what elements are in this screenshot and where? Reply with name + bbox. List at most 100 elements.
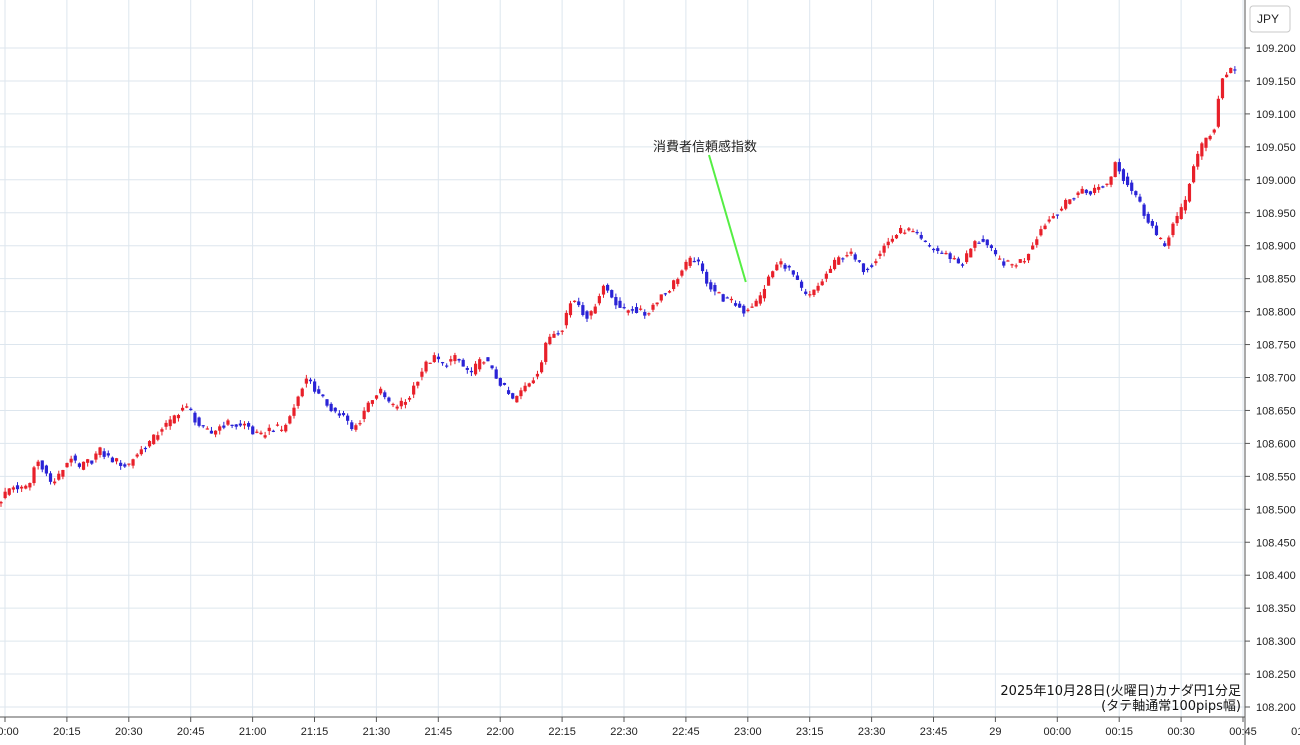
candle-body <box>828 268 833 273</box>
candle-body <box>65 462 69 468</box>
candle-body <box>845 255 849 257</box>
y-tick-label: 108.800 <box>1256 307 1296 319</box>
x-tick-label: 20:30 <box>115 726 143 738</box>
candle-body <box>1035 239 1039 245</box>
candle-body <box>317 389 321 394</box>
y-tick-label: 108.350 <box>1256 603 1296 615</box>
candle-body <box>461 359 465 367</box>
candle-body <box>1051 216 1055 219</box>
candle-body <box>164 422 168 427</box>
x-tick-label: 23:30 <box>858 726 886 738</box>
candle-body <box>977 242 981 244</box>
candle-body <box>304 378 308 384</box>
x-tick-label: 21:15 <box>301 726 329 738</box>
candle-body <box>498 378 502 386</box>
candle-body <box>519 390 523 397</box>
candle-body <box>255 431 259 433</box>
candle-body <box>300 388 304 397</box>
candle-body <box>1101 186 1105 188</box>
candle-body <box>445 365 449 367</box>
candle-body <box>1059 208 1064 211</box>
candle-body <box>362 410 366 420</box>
candle-body <box>1006 260 1010 262</box>
candle-body <box>1031 245 1035 250</box>
candle-body <box>573 300 577 302</box>
candle-body <box>634 307 639 313</box>
candle-body <box>973 241 977 248</box>
candle-body <box>440 362 445 364</box>
candle-body <box>651 304 655 310</box>
candle-body <box>1192 166 1196 183</box>
candle-body <box>816 285 820 291</box>
y-tick-label: 108.600 <box>1256 438 1296 450</box>
candle-body <box>275 424 280 426</box>
candle-body <box>919 235 923 239</box>
candle-body <box>556 333 560 335</box>
x-tick-label: 00:30 <box>1167 726 1195 738</box>
candle-body <box>205 428 209 430</box>
x-tick-label: 22:45 <box>672 726 700 738</box>
candle-body <box>416 381 420 386</box>
candle-body <box>1125 176 1130 186</box>
candle-body <box>1171 223 1175 236</box>
candle-body <box>791 270 795 275</box>
candle-body <box>544 342 548 362</box>
candle-body <box>870 265 874 267</box>
candle-body <box>692 260 696 263</box>
candle-body <box>1084 189 1088 194</box>
candle-body <box>478 359 482 370</box>
candle-body <box>213 430 218 435</box>
candle-body <box>226 420 230 425</box>
candle-body <box>1200 143 1204 157</box>
candle-body <box>985 239 989 246</box>
candle-body <box>1068 199 1072 204</box>
candle-body <box>643 312 647 316</box>
candle-body <box>552 333 556 338</box>
x-tick-label: 00:00 <box>1044 726 1072 738</box>
candle-body <box>808 294 812 296</box>
candle-body <box>775 264 779 271</box>
candle-body <box>1018 259 1022 263</box>
candle-body <box>1175 215 1179 224</box>
candle-body <box>1047 219 1051 222</box>
candle-body <box>944 252 948 255</box>
candle-body <box>3 491 7 499</box>
candle-body <box>539 362 544 373</box>
candle-body <box>1163 243 1167 247</box>
candle-body <box>119 462 123 466</box>
x-tick-label: 21:30 <box>363 726 391 738</box>
candle-body <box>143 447 148 450</box>
candles <box>0 66 1237 507</box>
candle-body <box>267 427 271 432</box>
candle-body <box>729 298 734 301</box>
candle-body <box>1055 214 1060 216</box>
candle-body <box>44 465 48 474</box>
candle-body <box>1229 67 1233 73</box>
candle-body <box>98 447 102 455</box>
y-tick-label: 109.200 <box>1256 43 1296 55</box>
candle-body <box>696 259 701 262</box>
candle-body <box>292 407 296 416</box>
candle-body <box>746 309 750 311</box>
candle-body <box>432 355 436 363</box>
candle-body <box>296 396 300 406</box>
candle-body <box>886 241 890 246</box>
candle-body <box>81 461 86 470</box>
candle-body <box>750 306 754 308</box>
x-tick-label: 23:15 <box>796 726 824 738</box>
candle-body <box>428 362 432 364</box>
candle-body <box>531 380 535 384</box>
candle-body <box>36 461 40 466</box>
candle-body <box>804 291 808 294</box>
candle-body <box>242 423 247 426</box>
candle-body <box>329 403 333 412</box>
candle-body <box>857 260 861 262</box>
candle-body <box>965 253 969 263</box>
candle-body <box>989 245 993 249</box>
y-tick-label: 108.650 <box>1256 405 1296 417</box>
candle-body <box>610 290 614 298</box>
candle-body <box>882 245 886 253</box>
candle-body <box>308 379 313 382</box>
candle-body <box>577 301 581 306</box>
x-tick-label: 01:00 <box>1291 726 1300 738</box>
